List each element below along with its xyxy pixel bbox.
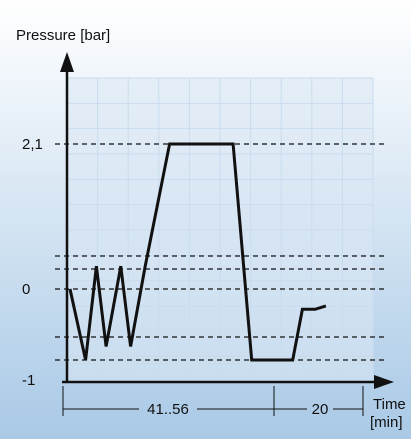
grid-lines — [66, 77, 374, 383]
y-tick-label: 2,1 — [22, 136, 43, 153]
interval-label: 41..56 — [147, 401, 189, 418]
y-tick-label: -1 — [22, 372, 35, 389]
x-axis-unit: [min] — [370, 414, 403, 431]
time-intervals: 41..56 20 — [62, 386, 364, 418]
y-tick-label: 0 — [22, 281, 30, 298]
x-axis-label: Time — [373, 396, 406, 413]
interval-label: 20 — [312, 401, 329, 418]
pressure-series-line — [68, 142, 327, 362]
y-axis-arrowhead — [60, 52, 74, 72]
x-axis-arrowhead — [374, 375, 394, 389]
y-tick-labels: 2,1 0 -1 — [22, 136, 43, 389]
y-axis-label: Pressure [bar] — [16, 27, 110, 44]
